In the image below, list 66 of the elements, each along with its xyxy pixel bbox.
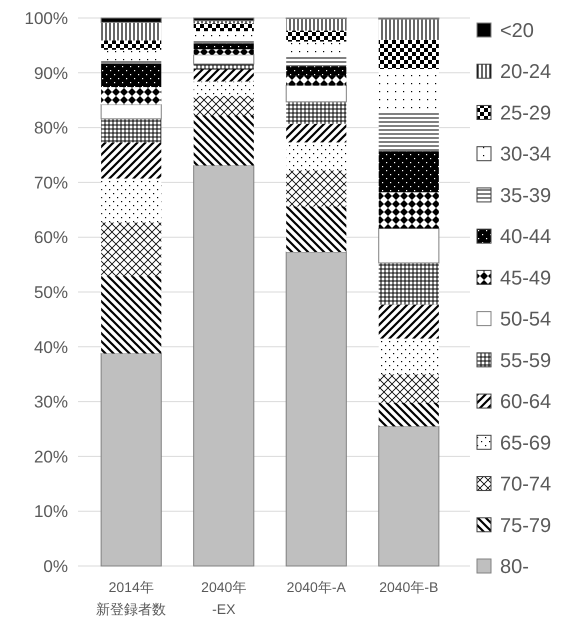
bar [286, 84, 347, 102]
legend-label: 25-29 [500, 102, 552, 124]
bar [378, 262, 439, 305]
y-tick-label: 50% [34, 282, 68, 302]
legend-label: 70-74 [500, 474, 552, 496]
bar [101, 118, 162, 142]
legend-label: 40-44 [500, 226, 552, 248]
y-tick-label: 40% [34, 338, 68, 357]
bar [194, 64, 254, 70]
y-tick-label: 10% [34, 502, 68, 522]
legend-label: 45-49 [500, 267, 552, 290]
bar [194, 20, 254, 24]
legend-label: 60-64 [500, 391, 552, 414]
bar [378, 304, 439, 339]
bar [193, 18, 254, 22]
legend-label: 75-79 [500, 514, 552, 537]
bar [193, 54, 254, 65]
bar [194, 43, 254, 50]
bar [378, 192, 439, 228]
bar [378, 402, 439, 426]
bar [286, 251, 347, 566]
bar [286, 18, 346, 31]
bar [194, 116, 254, 166]
bar [100, 104, 162, 120]
bar [378, 19, 439, 40]
legend-label: 55-59 [500, 350, 552, 372]
x-tick-label: 2040年-EX [201, 579, 246, 617]
x-tick-label: 2014年新登録者数 [96, 579, 166, 617]
bar [193, 164, 254, 566]
x-tick-label: 2040年-B [379, 579, 438, 595]
x-tick-label: 2040年-A [286, 579, 346, 595]
bar [286, 206, 346, 252]
y-tick-label: 100% [24, 8, 68, 28]
legend-label: 80- [500, 556, 529, 578]
bar [101, 276, 162, 354]
legend-label: 20-24 [500, 61, 552, 84]
y-tick-label: 0% [43, 556, 68, 576]
bar [100, 18, 162, 23]
bar [378, 151, 439, 192]
bar [100, 352, 162, 566]
legend-label: 35-39 [500, 184, 552, 207]
bar [378, 426, 440, 566]
y-tick-label: 60% [34, 228, 68, 248]
bar [378, 228, 440, 264]
bar [378, 40, 439, 69]
bar [286, 66, 346, 76]
legend-label: 65-69 [500, 432, 552, 454]
bar [194, 49, 254, 55]
legend-label: 30-34 [500, 144, 552, 166]
legend-label: <20 [500, 20, 534, 42]
bar [194, 23, 254, 32]
bar [286, 124, 346, 142]
bar [101, 142, 162, 179]
bar [286, 102, 346, 124]
legend-label: 50-54 [500, 308, 552, 331]
y-tick-label: 90% [34, 64, 68, 83]
bar [101, 87, 162, 105]
bar [101, 22, 162, 40]
y-tick-label: 70% [34, 173, 68, 192]
y-tick-label: 80% [34, 118, 68, 138]
bar [286, 76, 346, 86]
y-tick-label: 20% [34, 447, 68, 466]
bar [378, 374, 439, 403]
bar [101, 63, 162, 88]
bar [101, 222, 162, 276]
y-tick-label: 30% [34, 392, 68, 412]
